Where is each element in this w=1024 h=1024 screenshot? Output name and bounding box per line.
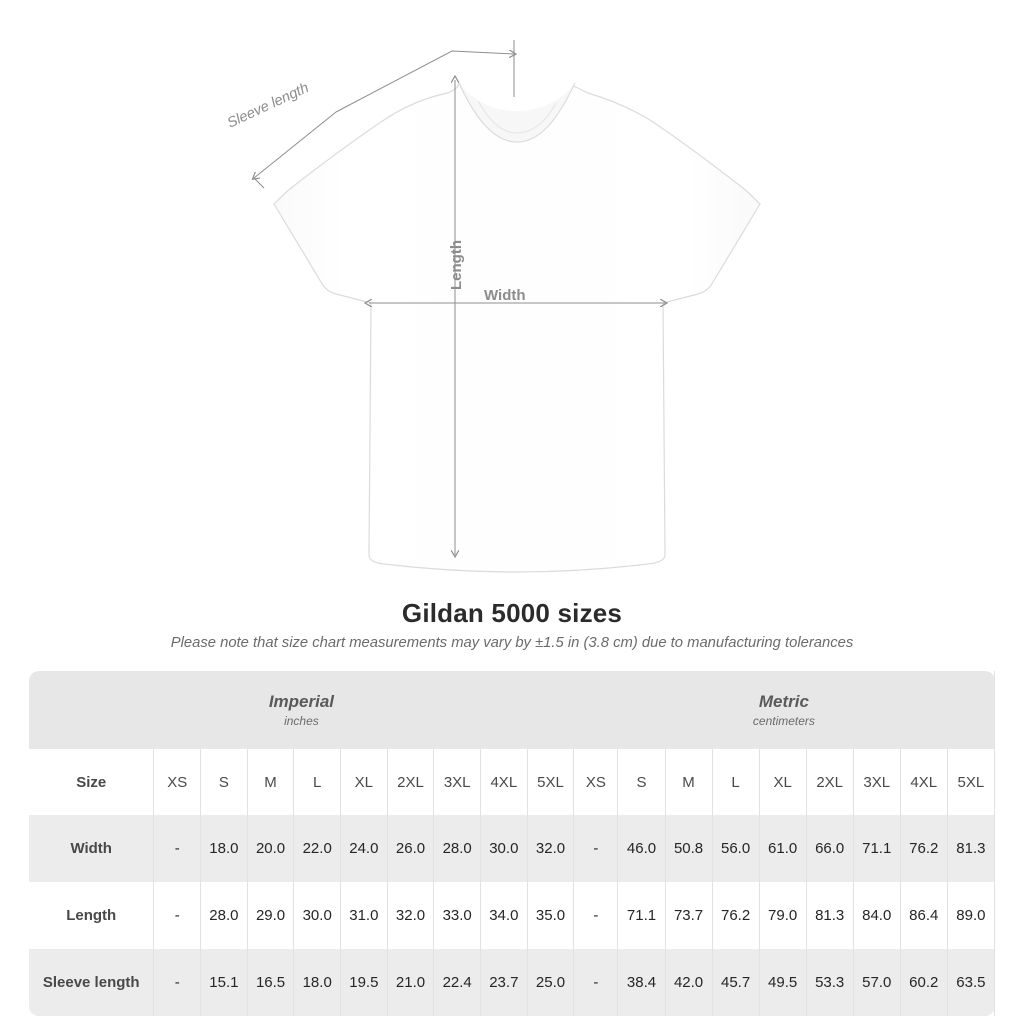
svg-text:Sleeve length: Sleeve length <box>225 80 311 132</box>
svg-text:Length: Length <box>448 240 465 290</box>
svg-text:Width: Width <box>484 287 526 304</box>
